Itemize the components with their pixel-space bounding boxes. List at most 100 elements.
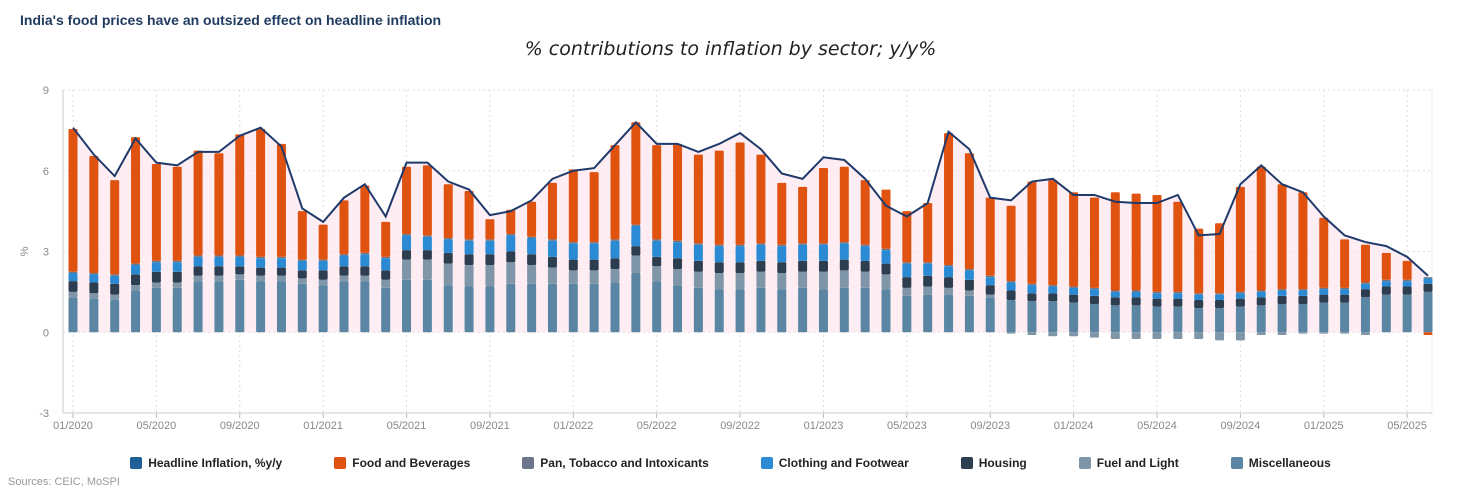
bar-segment bbox=[1360, 332, 1370, 335]
bar-segment bbox=[1027, 285, 1037, 294]
bar-segment bbox=[547, 239, 557, 241]
bar-segment bbox=[402, 166, 412, 235]
bar-segment bbox=[1298, 290, 1308, 296]
bar-segment bbox=[1131, 332, 1141, 339]
bar-segment bbox=[673, 268, 683, 286]
bar-segment bbox=[297, 278, 307, 284]
bar-segment bbox=[610, 240, 620, 259]
legend-item-pan-tobacco[interactable]: Pan, Tobacco and Intoxicants bbox=[522, 456, 709, 470]
bar-segment bbox=[714, 244, 724, 247]
bar-segment bbox=[1131, 297, 1141, 306]
legend-swatch bbox=[1230, 457, 1243, 469]
bar-segment bbox=[1027, 181, 1037, 284]
bar-segment bbox=[1256, 297, 1266, 306]
bar-segment bbox=[151, 164, 161, 261]
x-tick-label: 05/2023 bbox=[887, 420, 927, 432]
bar-segment bbox=[1194, 294, 1204, 300]
bar-segment bbox=[693, 260, 703, 272]
x-tick-label: 01/2024 bbox=[1054, 420, 1094, 432]
bar-segment bbox=[1048, 285, 1058, 287]
x-tick-label: 01/2021 bbox=[303, 420, 343, 432]
bar-segment bbox=[902, 295, 912, 333]
bar-segment bbox=[631, 224, 641, 226]
bar-segment bbox=[318, 224, 328, 260]
bar-segment bbox=[68, 273, 78, 282]
legend-label: Headline Inflation, %y/y bbox=[148, 456, 283, 470]
headline-inflation-line bbox=[72, 120, 1429, 277]
bar-segment bbox=[256, 281, 266, 333]
bar-segment bbox=[1277, 289, 1287, 291]
bar-segment bbox=[1069, 192, 1079, 287]
legend-item-food[interactable]: Food and Beverages bbox=[334, 456, 470, 470]
bar-segment bbox=[276, 258, 286, 268]
bar-segment bbox=[527, 254, 537, 265]
bar-segment bbox=[1340, 287, 1350, 290]
bar-segment bbox=[1152, 291, 1162, 294]
bar-segment bbox=[151, 282, 161, 288]
bar-segment bbox=[89, 282, 99, 294]
bar-segment bbox=[589, 270, 599, 284]
bar-segment bbox=[89, 298, 99, 333]
bar-segment bbox=[1089, 295, 1099, 304]
bar-segment bbox=[527, 201, 537, 237]
bar-segment bbox=[1173, 332, 1183, 339]
bar-segment bbox=[68, 291, 78, 298]
legend-item-fuel[interactable]: Fuel and Light bbox=[1078, 456, 1179, 470]
bar-segment bbox=[652, 266, 662, 282]
bar-segment bbox=[547, 182, 557, 240]
bar-segment bbox=[297, 211, 307, 260]
x-tick-label: 05/2020 bbox=[137, 420, 177, 432]
bar-segment bbox=[1048, 286, 1058, 294]
bar-segment bbox=[1215, 223, 1225, 294]
bar-segment bbox=[318, 260, 328, 271]
bar-segment bbox=[860, 246, 870, 261]
headline: India's food prices have an outsized eff… bbox=[20, 12, 442, 28]
bar-segment bbox=[506, 251, 516, 263]
bar-segment bbox=[1340, 239, 1350, 288]
legend-item-housing[interactable]: Housing bbox=[960, 456, 1027, 470]
bar-segment bbox=[1360, 297, 1370, 333]
bar-segment bbox=[506, 262, 516, 284]
bar-segment bbox=[1131, 193, 1141, 291]
bar-segment bbox=[860, 287, 870, 333]
bar-segment bbox=[1235, 298, 1245, 307]
bar-segment bbox=[193, 275, 203, 282]
bar-segment bbox=[631, 255, 641, 274]
bar-segment bbox=[68, 129, 78, 272]
bar-segment bbox=[964, 268, 974, 271]
bar-segment bbox=[1089, 287, 1099, 290]
bar-segment bbox=[631, 246, 641, 256]
bar-segment bbox=[443, 239, 453, 253]
legend-item-headline[interactable]: Headline Inflation, %y/y bbox=[130, 456, 282, 470]
bar-segment bbox=[631, 225, 641, 247]
y-axis-label: % bbox=[19, 246, 31, 256]
bar-segment bbox=[318, 279, 328, 286]
bar-segment bbox=[1402, 279, 1412, 282]
bar-segment bbox=[944, 264, 954, 267]
bar-segment bbox=[798, 244, 808, 261]
bar-segment bbox=[172, 282, 182, 288]
bar-segment bbox=[1110, 332, 1120, 339]
bar-segment bbox=[568, 242, 578, 244]
bar-segment bbox=[172, 260, 182, 263]
bar-segment bbox=[777, 262, 787, 274]
bar-segment bbox=[923, 263, 933, 276]
legend-item-misc[interactable]: Miscellaneous bbox=[1230, 456, 1331, 470]
bar-segment bbox=[798, 243, 808, 245]
bar-segment bbox=[1298, 289, 1308, 291]
bar-segment bbox=[1006, 332, 1016, 334]
legend-item-clothing[interactable]: Clothing and Footwear bbox=[760, 456, 909, 470]
bar-segment bbox=[818, 244, 828, 261]
bar-segment bbox=[214, 266, 224, 276]
bar-segment bbox=[464, 239, 474, 241]
legend-swatch bbox=[334, 457, 347, 469]
bar-segment bbox=[652, 256, 662, 267]
legend-label: Miscellaneous bbox=[1248, 456, 1331, 470]
bar-segment bbox=[297, 259, 307, 261]
bar-segment bbox=[902, 262, 912, 264]
bar-segment bbox=[777, 246, 787, 263]
bar-segment bbox=[1006, 290, 1016, 300]
bar-segment bbox=[1340, 302, 1350, 333]
bar-segment bbox=[443, 285, 453, 333]
bar-segment bbox=[756, 244, 766, 261]
